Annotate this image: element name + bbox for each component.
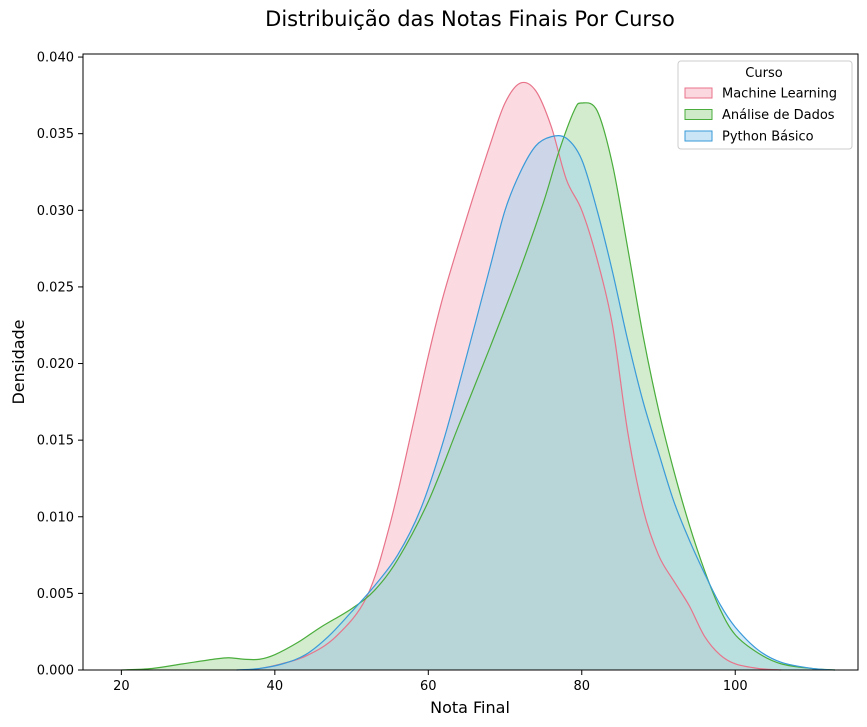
legend-items: Machine Learning Análise de Dados Python B… (684, 87, 837, 145)
x-tick-label: 40 (267, 679, 284, 694)
legend: Curso Machine Learning Análise de Dados Py… (677, 60, 853, 150)
y-tick-label: 0.040 (37, 51, 74, 66)
legend-label: Análise de Dados (722, 108, 835, 123)
y-tick-label: 0.005 (37, 587, 74, 602)
legend-title: Curso (745, 66, 782, 81)
chart-title: Distribuição das Notas Finais Por Curso (265, 7, 675, 31)
y-tick-label: 0.025 (37, 280, 74, 295)
line-machine-learning (251, 81, 782, 671)
legend-swatch (684, 130, 713, 142)
legend-item-python-basico: Python Básico (684, 130, 814, 145)
y-tick-label: 0.035 (37, 127, 74, 142)
plot-frame (82, 53, 859, 671)
legend-label: Python Básico (722, 130, 814, 145)
x-tick-label: 20 (113, 679, 130, 694)
legend-swatch (684, 109, 713, 120)
legend-label: Machine Learning (722, 87, 837, 102)
legend-item-machine-learning: Machine Learning (684, 87, 837, 102)
y-axis: 0.000 0.005 0.010 0.015 0.020 0.025 0.030 0.035… (37, 51, 83, 679)
x-axis: 20 40 60 80 100 (113, 670, 748, 694)
x-tick-label: 60 (420, 679, 437, 694)
x-tick-label: 80 (573, 679, 590, 694)
y-tick-label: 0.015 (37, 434, 74, 449)
legend-item-analise-de-dados: Análise de Dados (684, 108, 835, 123)
legend-swatch (684, 87, 713, 99)
y-tick-label: 0.010 (37, 510, 74, 525)
y-tick-label: 0.020 (37, 357, 74, 372)
area-python-basico (236, 135, 835, 671)
x-axis-label: Nota Final (430, 698, 510, 717)
series-layer (121, 81, 836, 671)
y-axis-label: Densidade (9, 319, 28, 404)
y-tick-label: 0.030 (37, 204, 74, 219)
y-tick-label: 0.000 (37, 664, 74, 679)
x-tick-label: 100 (723, 679, 748, 694)
line-python-basico (236, 134, 836, 671)
line-analise-de-dados (121, 102, 836, 671)
legend-box (677, 60, 853, 150)
plot-area (82, 53, 859, 671)
